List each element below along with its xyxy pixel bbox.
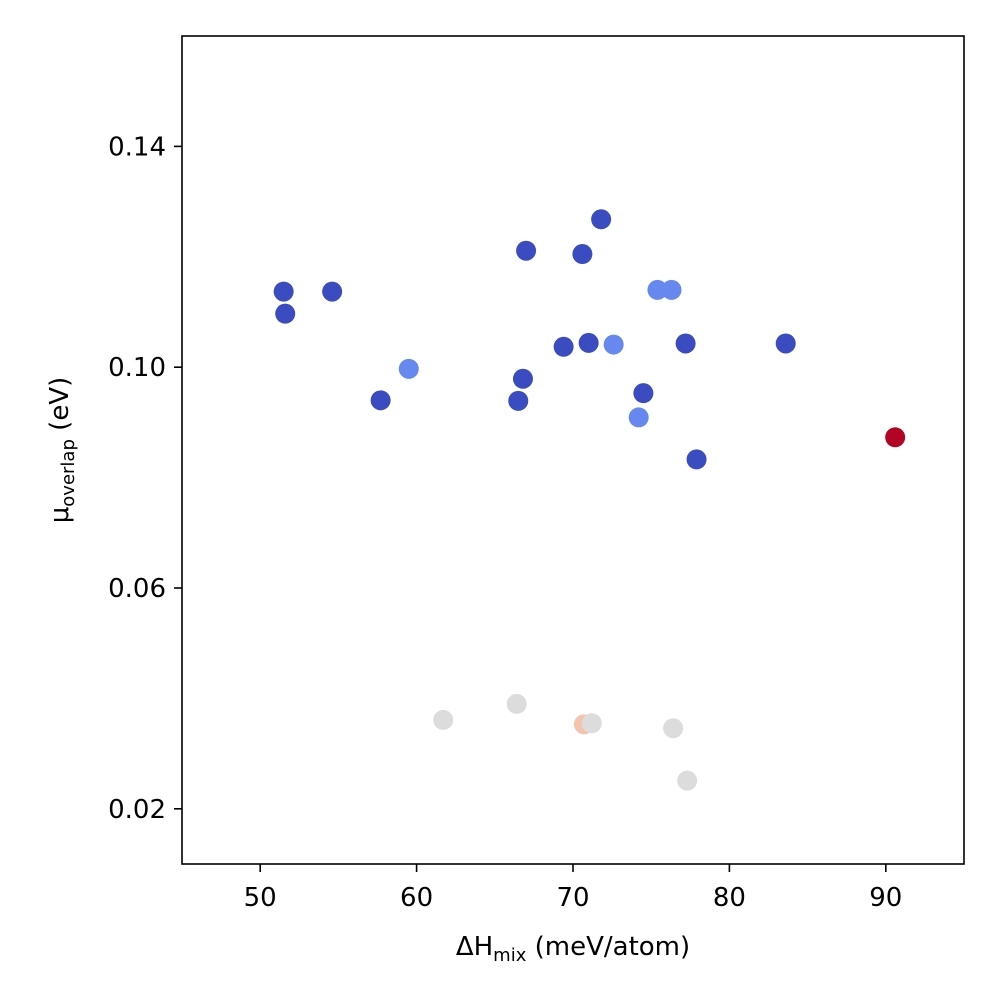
data-point bbox=[433, 709, 454, 730]
data-point bbox=[516, 240, 537, 261]
data-point bbox=[322, 281, 343, 302]
x-tick-label: 50 bbox=[244, 883, 277, 913]
plot-frame bbox=[181, 35, 965, 865]
data-point bbox=[572, 244, 593, 265]
data-point bbox=[581, 713, 602, 734]
data-point bbox=[661, 279, 682, 300]
data-point bbox=[885, 427, 906, 448]
data-point bbox=[647, 279, 668, 300]
y-tick-label: 0.06 bbox=[108, 574, 166, 604]
y-tick-label: 0.10 bbox=[108, 353, 166, 383]
y-axis-label: μoverlap (eV) bbox=[45, 377, 79, 524]
data-point bbox=[273, 281, 294, 302]
data-point bbox=[603, 334, 624, 355]
data-point bbox=[675, 333, 696, 354]
x-tick-label: 80 bbox=[713, 883, 746, 913]
x-tick-label: 90 bbox=[869, 883, 902, 913]
data-point bbox=[578, 332, 599, 353]
y-tick-label: 0.14 bbox=[108, 132, 166, 162]
data-point bbox=[677, 770, 698, 791]
data-point bbox=[275, 303, 296, 324]
data-point bbox=[398, 358, 419, 379]
data-point bbox=[512, 368, 533, 389]
y-tick-label: 0.02 bbox=[108, 795, 166, 825]
axis-ticks: 50 60 70 80 90 0.02 0.06 0.10 0.14 bbox=[108, 132, 902, 913]
data-point bbox=[370, 390, 391, 411]
data-point bbox=[628, 407, 649, 428]
data-point bbox=[508, 390, 529, 411]
data-point bbox=[775, 333, 796, 354]
x-axis-label: ΔHmix (meV/atom) bbox=[456, 932, 690, 966]
data-point bbox=[553, 336, 574, 357]
data-point bbox=[686, 449, 707, 470]
x-tick-label: 70 bbox=[556, 883, 589, 913]
data-point bbox=[633, 383, 654, 404]
data-points bbox=[273, 209, 906, 791]
data-point bbox=[591, 209, 612, 230]
data-point bbox=[663, 718, 684, 739]
x-tick-label: 60 bbox=[400, 883, 433, 913]
data-point bbox=[506, 693, 527, 714]
